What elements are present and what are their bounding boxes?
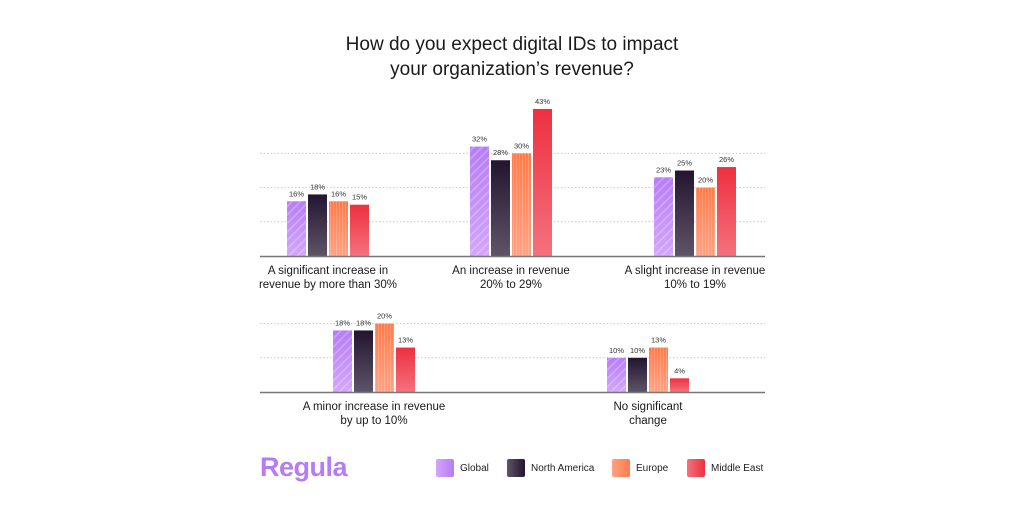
category-label: An increase in revenue: [452, 265, 570, 277]
legend-label: Europe: [636, 462, 669, 474]
legend-item-global: Global: [436, 459, 489, 477]
legend-item-europe: Europe: [612, 459, 668, 477]
data-label: 10%: [630, 346, 645, 355]
data-label: 25%: [677, 159, 692, 168]
category-label: revenue by more than 30%: [259, 279, 397, 291]
bar: [675, 170, 694, 256]
legend-item-middle-east: Middle East: [687, 459, 763, 477]
category-label: by up to 10%: [340, 415, 407, 427]
legend-swatch: [612, 459, 630, 477]
data-label: 13%: [651, 336, 666, 345]
category-label: 10% to 19%: [664, 279, 726, 291]
category-label: A slight increase in revenue: [625, 265, 766, 277]
data-label: 16%: [331, 189, 346, 198]
data-label: 18%: [335, 318, 350, 327]
data-label: 18%: [310, 182, 325, 191]
chart-title: How do you expect digital IDs to impact …: [0, 32, 1024, 82]
bar: [717, 167, 736, 256]
bar-pattern: [470, 146, 489, 256]
data-label: 16%: [289, 189, 304, 198]
data-label: 30%: [514, 141, 529, 150]
bar-pattern: [654, 177, 673, 256]
category-label: A minor increase in revenue: [303, 401, 446, 413]
legend-swatch: [687, 459, 705, 477]
title-line: your organization’s revenue?: [390, 59, 634, 80]
legend-label: Global: [460, 462, 489, 474]
data-label: 13%: [398, 336, 413, 345]
data-label: 15%: [352, 193, 367, 202]
legend-swatch: [436, 459, 454, 477]
data-label: 23%: [656, 165, 671, 174]
legend-swatch: [507, 459, 525, 477]
data-label: 4%: [674, 366, 685, 375]
bar: [396, 347, 415, 392]
title-line: How do you expect digital IDs to impact: [345, 34, 679, 55]
category-label: change: [629, 415, 667, 427]
bar-pattern: [333, 330, 352, 392]
bar-pattern: [649, 347, 668, 392]
bar: [628, 357, 647, 392]
bar: [491, 160, 510, 256]
data-label: 43%: [535, 97, 550, 106]
regula-logo: Regula: [260, 452, 348, 482]
bar-pattern: [375, 323, 394, 392]
bar: [533, 108, 552, 256]
bar-pattern: [287, 201, 306, 256]
bar: [670, 378, 689, 392]
data-label: 32%: [472, 135, 487, 144]
category-label: A significant increase in: [268, 265, 388, 277]
category-label: 20% to 29%: [480, 279, 542, 291]
category-label: No significant: [613, 401, 683, 413]
legend-label: North America: [531, 462, 595, 474]
bar: [308, 194, 327, 256]
bar: [354, 330, 373, 392]
data-label: 20%: [377, 312, 392, 321]
legend-item-north-america: North America: [507, 459, 594, 477]
data-label: 10%: [609, 346, 624, 355]
data-label: 18%: [356, 318, 371, 327]
data-label: 28%: [493, 148, 508, 157]
bar: [350, 204, 369, 256]
data-label: 20%: [698, 176, 713, 185]
data-label: 26%: [719, 155, 734, 164]
bar-pattern: [512, 153, 531, 256]
bar-pattern: [696, 187, 715, 256]
bar-pattern: [329, 201, 348, 256]
bar-pattern: [607, 357, 626, 392]
legend-label: Middle East: [711, 462, 764, 474]
